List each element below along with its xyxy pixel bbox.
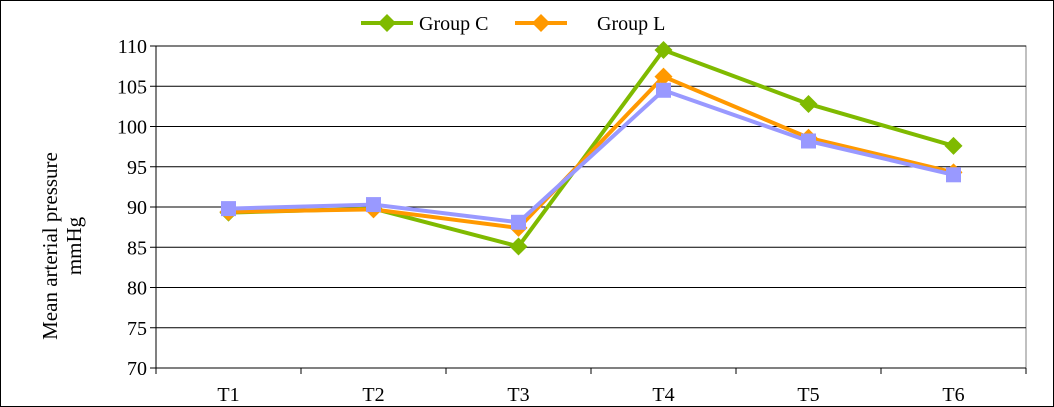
y-tick-label-105: 105 [117, 76, 147, 98]
x-tick-label-T3: T3 [507, 384, 529, 406]
series-1-point-T5 [799, 94, 818, 113]
series-3-point-T2 [366, 197, 381, 213]
y-tick-label-110: 110 [118, 36, 147, 58]
x-tick-label-T6: T6 [942, 384, 964, 406]
series-3-point-T3 [511, 214, 526, 230]
series-2-line [228, 74, 954, 230]
y-tick-label-70: 70 [127, 358, 147, 380]
legend-swatch-marker-2 [532, 14, 550, 32]
legend-label-2: Group L [597, 13, 665, 35]
series-3-point-T1 [221, 201, 236, 217]
y-tick-label-80: 80 [127, 278, 147, 300]
x-tick-label-T2: T2 [362, 384, 384, 406]
series-3-point-T4 [656, 82, 671, 98]
y-tick-label-95: 95 [127, 157, 147, 179]
legend-item-2: Group L [515, 13, 665, 35]
plot-series [219, 41, 963, 256]
x-tick-label-T5: T5 [797, 384, 819, 406]
series-1-point-T4 [654, 41, 673, 60]
y-tick-label-85: 85 [127, 237, 147, 259]
x-tick-label-T4: T4 [652, 384, 674, 406]
series-3-point-T5 [801, 133, 816, 149]
y-tick-label-90: 90 [127, 197, 147, 219]
x-axis: T1 T2 T3 T4 T5 T6 [155, 367, 1027, 406]
y-axis-title-line-1: Mean arterial pressure [38, 152, 62, 340]
legend-swatch-marker-1 [378, 14, 396, 32]
y-tick-label-75: 75 [127, 318, 147, 340]
series-2-point-T4 [654, 67, 673, 86]
x-tick-label-T1: T1 [217, 384, 239, 406]
series-3-line [228, 88, 954, 225]
series-1-point-T6 [944, 136, 963, 155]
legend-label-1: Group C [419, 13, 488, 35]
y-axis: 70 75 80 85 90 95 100 105 110 [117, 36, 157, 380]
legend: Group C Group L [361, 13, 665, 35]
series-3 [221, 82, 961, 230]
series-3-point-T6 [946, 167, 961, 183]
y-axis-title-line-2: mmHg [62, 216, 86, 275]
series-1-point-T3 [509, 237, 528, 256]
legend-item-1: Group C [361, 13, 488, 35]
y-tick-label-100: 100 [117, 117, 147, 139]
